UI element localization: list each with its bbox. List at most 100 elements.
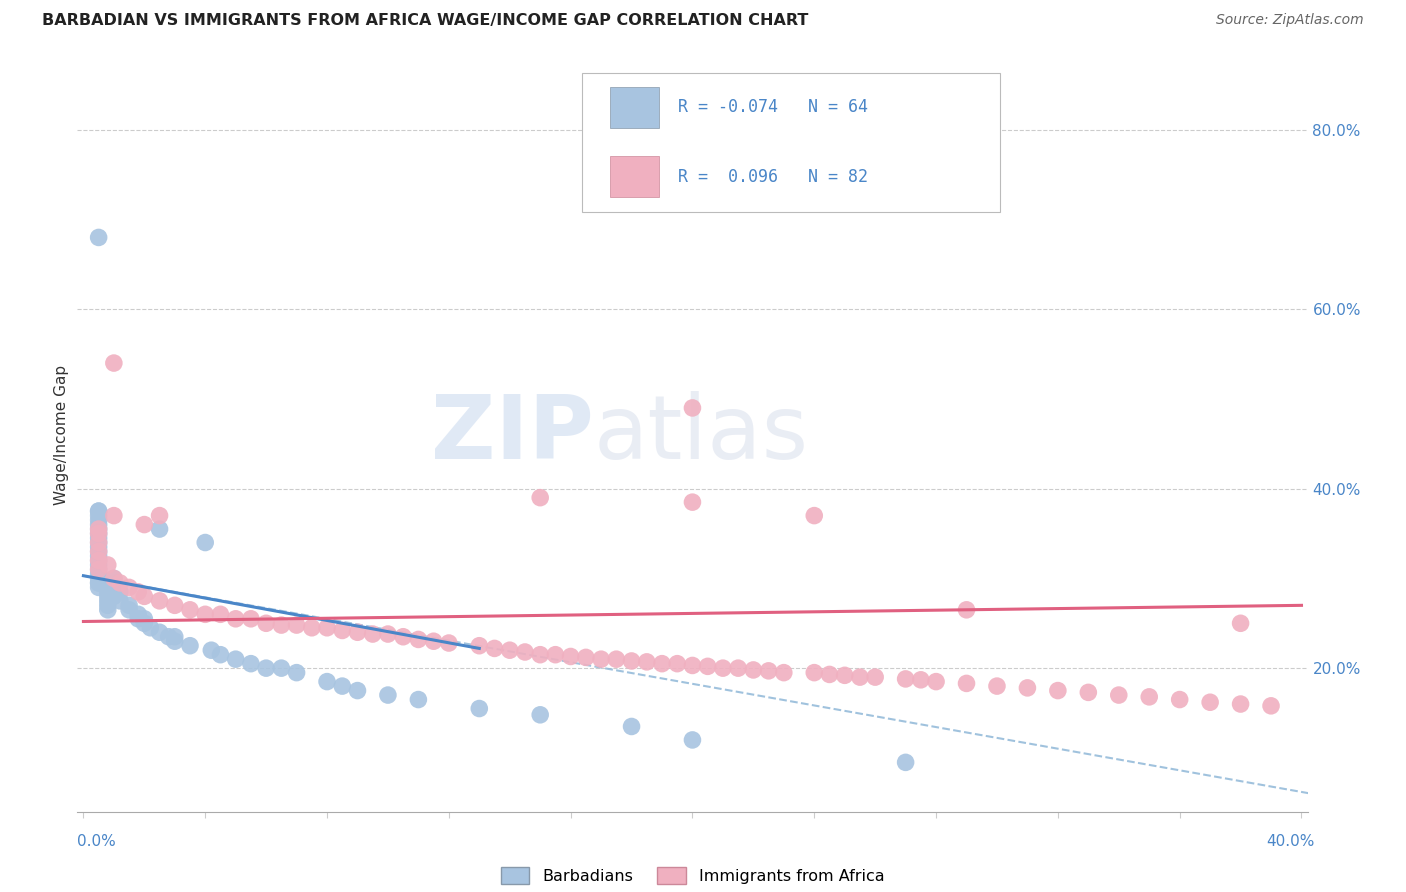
- FancyBboxPatch shape: [582, 73, 1000, 212]
- Point: [1077, 685, 1099, 699]
- Point: [87, 508, 110, 523]
- Point: [727, 661, 749, 675]
- Point: [955, 676, 977, 690]
- Point: [254, 661, 277, 675]
- Point: [87, 504, 110, 518]
- Point: [285, 665, 308, 680]
- Text: 0.0%: 0.0%: [77, 834, 117, 849]
- Point: [209, 607, 232, 622]
- Point: [157, 630, 180, 644]
- Y-axis label: Wage/Income Gap: Wage/Income Gap: [53, 365, 69, 505]
- Bar: [610, 156, 659, 197]
- Point: [118, 603, 141, 617]
- Text: atlas: atlas: [595, 392, 810, 478]
- Point: [87, 517, 110, 532]
- Point: [148, 508, 170, 523]
- Point: [87, 535, 110, 549]
- Point: [910, 673, 932, 687]
- Point: [194, 607, 217, 622]
- Point: [225, 612, 247, 626]
- Point: [97, 603, 120, 617]
- Point: [127, 612, 149, 626]
- Point: [682, 658, 704, 673]
- Point: [1017, 681, 1039, 695]
- Text: BARBADIAN VS IMMIGRANTS FROM AFRICA WAGE/INCOME GAP CORRELATION CHART: BARBADIAN VS IMMIGRANTS FROM AFRICA WAGE…: [42, 13, 808, 29]
- Point: [1168, 692, 1191, 706]
- Point: [408, 692, 430, 706]
- Point: [163, 599, 186, 613]
- Point: [696, 659, 718, 673]
- Point: [682, 495, 704, 509]
- Point: [437, 636, 460, 650]
- Point: [330, 679, 353, 693]
- Point: [544, 648, 567, 662]
- Point: [270, 618, 292, 632]
- Point: [758, 664, 780, 678]
- Point: [97, 594, 120, 608]
- Point: [239, 612, 262, 626]
- Point: [97, 590, 120, 604]
- Point: [87, 575, 110, 590]
- Point: [225, 652, 247, 666]
- Point: [103, 581, 125, 595]
- Point: [636, 655, 658, 669]
- Point: [108, 585, 131, 599]
- Point: [1108, 688, 1130, 702]
- Point: [330, 624, 353, 638]
- Point: [863, 670, 886, 684]
- Point: [87, 553, 110, 567]
- Point: [682, 401, 704, 415]
- Point: [87, 540, 110, 554]
- Point: [87, 531, 110, 545]
- Point: [849, 670, 872, 684]
- Point: [620, 719, 643, 733]
- Point: [200, 643, 222, 657]
- Point: [87, 526, 110, 541]
- Point: [239, 657, 262, 671]
- Point: [209, 648, 232, 662]
- Point: [1137, 690, 1160, 704]
- Point: [955, 603, 977, 617]
- Point: [499, 643, 522, 657]
- Point: [87, 562, 110, 576]
- Point: [803, 508, 825, 523]
- Point: [97, 558, 120, 572]
- Point: [346, 625, 368, 640]
- Point: [834, 668, 856, 682]
- Point: [361, 627, 384, 641]
- Point: [301, 621, 323, 635]
- Point: [87, 504, 110, 518]
- Point: [179, 603, 201, 617]
- Point: [163, 630, 186, 644]
- Point: [134, 517, 156, 532]
- Bar: [610, 87, 659, 128]
- Point: [254, 616, 277, 631]
- Point: [575, 650, 598, 665]
- Point: [148, 522, 170, 536]
- Point: [103, 585, 125, 599]
- Point: [148, 594, 170, 608]
- Point: [127, 607, 149, 622]
- Point: [270, 661, 292, 675]
- Point: [894, 672, 917, 686]
- Point: [163, 634, 186, 648]
- Point: [87, 535, 110, 549]
- Point: [103, 575, 125, 590]
- Point: [87, 581, 110, 595]
- Point: [97, 585, 120, 599]
- Point: [148, 625, 170, 640]
- Point: [377, 688, 399, 702]
- Point: [513, 645, 536, 659]
- Point: [560, 649, 582, 664]
- Point: [134, 616, 156, 631]
- Point: [87, 513, 110, 527]
- Point: [179, 639, 201, 653]
- Point: [134, 612, 156, 626]
- Point: [1046, 683, 1069, 698]
- Point: [103, 356, 125, 370]
- Text: 40.0%: 40.0%: [1267, 834, 1315, 849]
- Point: [87, 522, 110, 536]
- Point: [772, 665, 794, 680]
- Point: [408, 632, 430, 647]
- Point: [118, 599, 141, 613]
